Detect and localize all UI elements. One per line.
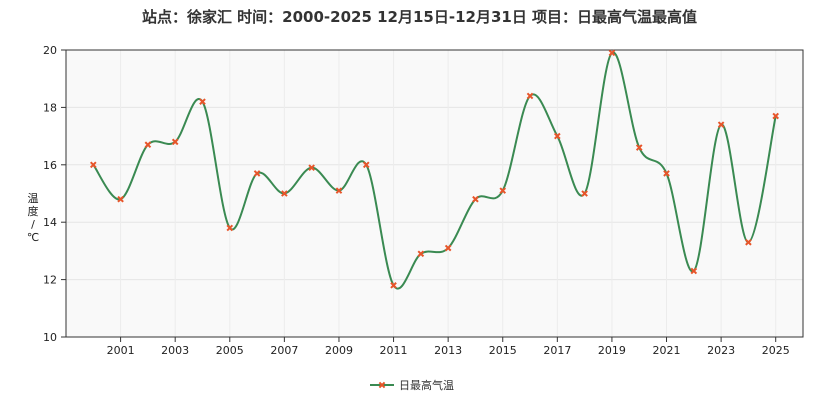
data-point-cross bbox=[308, 164, 315, 171]
y-tick-label: 18 bbox=[43, 101, 57, 114]
x-tick-label: 2005 bbox=[216, 344, 244, 357]
x-tick-label: 2025 bbox=[762, 344, 790, 357]
y-tick-label: 20 bbox=[43, 44, 57, 57]
data-point-cross bbox=[554, 132, 561, 140]
data-point-marker bbox=[663, 170, 670, 177]
chart-title: 站点：徐家汇 时间：2000-2025 12月15日-12月31日 项目：日最高… bbox=[141, 8, 698, 26]
data-point-marker bbox=[335, 187, 343, 194]
x-tick-label: 2007 bbox=[270, 344, 298, 357]
data-point-cross bbox=[89, 161, 97, 169]
y-tick-label: 12 bbox=[43, 274, 57, 287]
legend-marker bbox=[378, 381, 386, 389]
y-tick-label: 10 bbox=[43, 331, 57, 344]
x-tick-label: 2003 bbox=[161, 344, 189, 357]
data-point-cross bbox=[717, 121, 725, 128]
y-axis-label: 温度/℃ bbox=[27, 192, 39, 244]
data-point-cross bbox=[499, 187, 507, 194]
data-point-marker bbox=[253, 170, 261, 177]
data-point-cross bbox=[117, 195, 124, 203]
data-point-cross bbox=[199, 98, 206, 105]
data-point-marker bbox=[526, 92, 534, 100]
data-point-marker bbox=[144, 141, 152, 149]
data-point-cross bbox=[444, 244, 452, 252]
data-point-marker bbox=[417, 250, 425, 258]
x-tick-label: 2019 bbox=[598, 344, 626, 357]
data-point-marker bbox=[554, 132, 561, 140]
y-tick-label: 16 bbox=[43, 159, 57, 172]
data-point-cross bbox=[362, 161, 370, 169]
data-point-cross bbox=[745, 238, 752, 246]
data-point-cross bbox=[417, 250, 425, 258]
data-point-marker bbox=[281, 190, 288, 197]
data-point-cross bbox=[171, 138, 179, 146]
data-point-marker bbox=[117, 195, 124, 203]
data-point-marker bbox=[635, 144, 643, 151]
legend-label: 日最高气温 bbox=[399, 378, 454, 392]
plot-frame bbox=[65, 49, 804, 338]
x-tick-label: 2023 bbox=[707, 344, 735, 357]
x-tick-label: 2013 bbox=[434, 344, 462, 357]
data-point-marker bbox=[226, 224, 234, 232]
data-point-cross bbox=[772, 112, 780, 120]
x-tick-label: 2001 bbox=[107, 344, 135, 357]
y-tick-label: 14 bbox=[43, 216, 57, 229]
data-point-marker bbox=[308, 164, 315, 171]
data-point-marker bbox=[717, 121, 725, 128]
data-point-cross bbox=[472, 195, 479, 203]
data-point-cross bbox=[144, 141, 152, 149]
x-tick-label: 2017 bbox=[543, 344, 571, 357]
data-point-marker bbox=[581, 190, 588, 197]
data-point-cross bbox=[335, 187, 343, 194]
data-point-marker bbox=[745, 238, 752, 246]
data-point-cross bbox=[226, 224, 234, 232]
data-point-cross bbox=[635, 144, 643, 151]
data-point-marker bbox=[444, 244, 452, 252]
x-tick-label: 2009 bbox=[325, 344, 353, 357]
data-point-marker bbox=[608, 49, 616, 57]
x-tick-label: 2021 bbox=[653, 344, 681, 357]
data-point-cross bbox=[581, 190, 588, 197]
data-point-cross bbox=[281, 190, 288, 197]
x-tick-label: 2015 bbox=[489, 344, 517, 357]
data-point-cross bbox=[390, 282, 397, 289]
data-point-marker bbox=[772, 112, 780, 120]
data-point-marker bbox=[472, 195, 479, 203]
x-tick-label: 2011 bbox=[380, 344, 408, 357]
data-point-marker bbox=[199, 98, 206, 105]
data-point-marker bbox=[89, 161, 97, 169]
data-point-marker bbox=[171, 138, 179, 146]
data-point-marker bbox=[362, 161, 370, 169]
data-point-marker bbox=[690, 267, 698, 275]
data-point-cross bbox=[663, 170, 670, 177]
data-point-cross bbox=[608, 49, 616, 57]
data-point-marker bbox=[390, 282, 397, 289]
data-point-cross bbox=[690, 267, 698, 275]
legend: 日最高气温 bbox=[370, 378, 454, 392]
data-point-cross bbox=[526, 92, 534, 100]
series-line bbox=[92, 51, 777, 290]
data-point-marker bbox=[499, 187, 507, 194]
data-point-cross bbox=[253, 170, 261, 177]
plot-area bbox=[66, 50, 803, 337]
